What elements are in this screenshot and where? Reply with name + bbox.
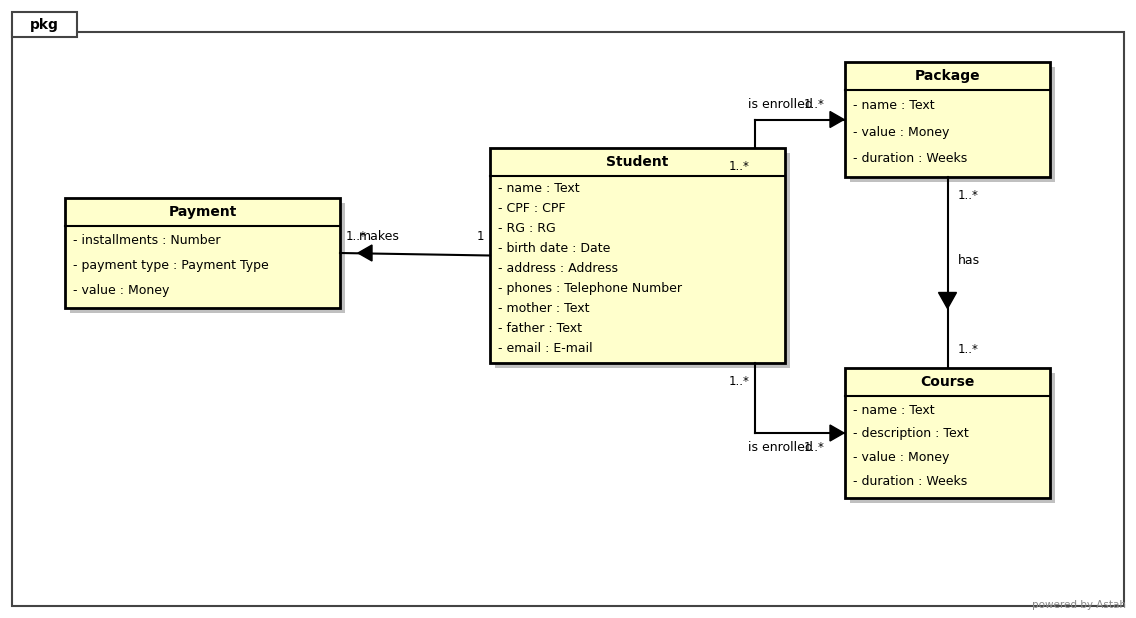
Bar bbox=[490, 148, 785, 363]
Text: Course: Course bbox=[920, 375, 975, 389]
Bar bbox=[70, 203, 345, 313]
Text: is enrolled: is enrolled bbox=[747, 98, 812, 111]
Text: pkg: pkg bbox=[30, 17, 59, 32]
Polygon shape bbox=[358, 245, 371, 261]
Text: - payment type : Payment Type: - payment type : Payment Type bbox=[73, 260, 269, 273]
Text: 1..*: 1..* bbox=[958, 343, 978, 356]
Text: 1..*: 1..* bbox=[804, 98, 825, 111]
Polygon shape bbox=[830, 425, 844, 441]
Text: - value : Money: - value : Money bbox=[853, 451, 950, 464]
Text: - value : Money: - value : Money bbox=[853, 125, 950, 138]
Text: - father : Text: - father : Text bbox=[498, 323, 582, 336]
Text: - description : Text: - description : Text bbox=[853, 428, 969, 441]
Bar bbox=[495, 153, 790, 368]
Text: 1..*: 1..* bbox=[346, 230, 367, 243]
Bar bbox=[12, 12, 77, 37]
Text: Package: Package bbox=[914, 69, 980, 83]
Text: has: has bbox=[958, 255, 979, 268]
Text: - RG : RG: - RG : RG bbox=[498, 222, 556, 235]
Text: - mother : Text: - mother : Text bbox=[498, 302, 590, 315]
Text: - value : Money: - value : Money bbox=[73, 284, 169, 297]
Polygon shape bbox=[830, 111, 844, 127]
Text: makes: makes bbox=[359, 230, 400, 243]
Text: - duration : Weeks: - duration : Weeks bbox=[853, 475, 967, 488]
Bar bbox=[850, 373, 1055, 503]
Text: - phones : Telephone Number: - phones : Telephone Number bbox=[498, 282, 682, 295]
Text: 1..*: 1..* bbox=[729, 160, 750, 173]
Text: - name : Text: - name : Text bbox=[853, 404, 935, 417]
Bar bbox=[845, 368, 1050, 498]
Text: - email : E-mail: - email : E-mail bbox=[498, 342, 593, 355]
Polygon shape bbox=[938, 292, 957, 308]
Text: is enrolled: is enrolled bbox=[747, 441, 812, 454]
Text: 1..*: 1..* bbox=[958, 189, 978, 202]
Text: 1..*: 1..* bbox=[729, 375, 750, 388]
Text: 1..*: 1..* bbox=[804, 441, 825, 454]
Text: - duration : Weeks: - duration : Weeks bbox=[853, 152, 967, 165]
Bar bbox=[65, 198, 340, 308]
Text: Payment: Payment bbox=[168, 205, 236, 219]
Text: - CPF : CPF: - CPF : CPF bbox=[498, 201, 566, 214]
Text: - birth date : Date: - birth date : Date bbox=[498, 242, 610, 255]
Text: powered by Astah: powered by Astah bbox=[1031, 600, 1126, 610]
Text: - name : Text: - name : Text bbox=[498, 182, 579, 195]
Bar bbox=[845, 62, 1050, 177]
Bar bbox=[850, 67, 1055, 182]
Text: - installments : Number: - installments : Number bbox=[73, 234, 220, 247]
Text: - name : Text: - name : Text bbox=[853, 99, 935, 112]
Text: - address : Address: - address : Address bbox=[498, 262, 618, 275]
Text: 1: 1 bbox=[476, 230, 484, 243]
Text: Student: Student bbox=[607, 155, 669, 169]
